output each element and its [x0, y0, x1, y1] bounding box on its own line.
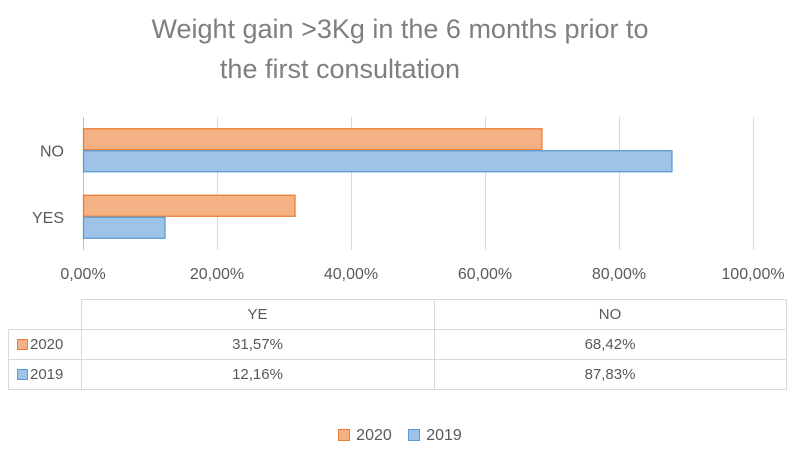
swatch-2020	[17, 339, 28, 350]
table-header-row: YE NO	[8, 299, 787, 330]
table-series-label-2019: 2019	[30, 366, 64, 383]
bar-2020-no	[82, 128, 543, 151]
category-label-no: NO	[40, 143, 64, 160]
table-row-2019: 2019 12,16% 87,83%	[8, 359, 787, 390]
x-tick-label-5: 100,00%	[721, 266, 784, 283]
bar-2019-yes	[82, 216, 166, 239]
table-series-label-2020: 2020	[30, 336, 64, 353]
table-cell-2020-no: 68,42%	[433, 329, 787, 360]
legend-label-2020: 2020	[356, 427, 392, 444]
bar-2019-no	[82, 150, 673, 173]
chart-title-line2: the first consultation	[219, 54, 461, 84]
table-row-2020: 2020 31,57% 68,42%	[8, 329, 787, 360]
table-header-no: NO	[433, 299, 787, 330]
legend: 2020 2019	[0, 427, 800, 445]
table-cell-2019-yes: 12,16%	[80, 359, 435, 390]
legend-swatch-2019	[408, 429, 421, 441]
legend-item-2020: 2020	[338, 427, 392, 445]
table-corner	[8, 299, 82, 330]
chart-title-line1: Weight gain >3Kg in the 6 months prior t…	[151, 14, 649, 44]
bar-2020-yes	[82, 194, 296, 217]
table-series-2019: 2019	[8, 359, 82, 390]
table-series-2020: 2020	[8, 329, 82, 360]
legend-label-2019: 2019	[426, 427, 462, 444]
data-table: YE NO 2020 31,57% 68,42% 2019 12,16% 87,…	[8, 299, 787, 390]
legend-swatch-2020	[338, 429, 351, 441]
x-tick-label-4: 80,00%	[592, 266, 646, 283]
x-tick-label-1: 20,00%	[190, 266, 244, 283]
bar-chart: YES NO 0,00% 20,00% 40,00% 60,00% 80,00% 100,00…	[32, 117, 785, 283]
table-header-yes: YE	[80, 299, 435, 330]
table-cell-2019-no: 87,83%	[433, 359, 787, 390]
legend-item-2019: 2019	[408, 427, 462, 445]
x-tick-label-3: 60,00%	[458, 266, 512, 283]
swatch-2019	[17, 369, 28, 380]
x-tick-label-0: 0,00%	[60, 266, 105, 283]
category-label-yes: YES	[32, 210, 64, 227]
table-cell-2020-yes: 31,57%	[80, 329, 435, 360]
x-tick-label-2: 40,00%	[324, 266, 378, 283]
